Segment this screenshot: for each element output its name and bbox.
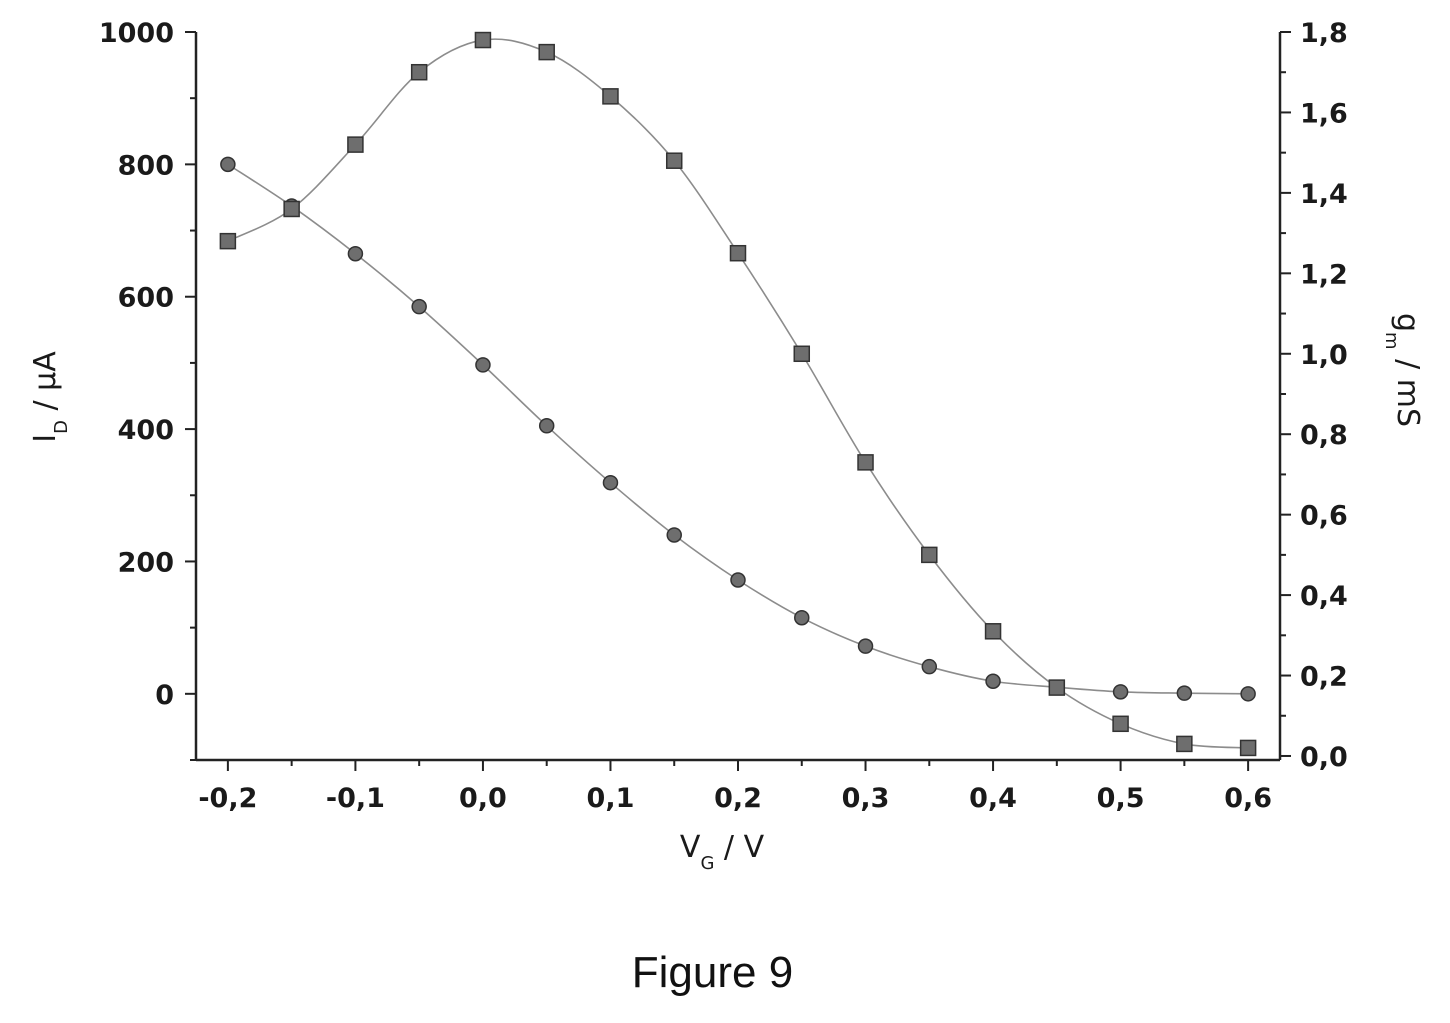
square-data-point [538, 43, 555, 61]
square-data-point [347, 136, 364, 153]
x-axis-label: VG / V [680, 830, 765, 874]
square-data-point [410, 63, 428, 81]
y-right-tick-label: 1,2 [1300, 259, 1348, 290]
circle-data-point [666, 527, 682, 543]
square-data-point [1048, 679, 1066, 696]
circle-data-point [1112, 684, 1129, 700]
circle-data-point [602, 474, 619, 491]
y-axis-right-label-main: g [1390, 313, 1425, 332]
y-right-tick-label: 0,6 [1300, 501, 1348, 532]
y-axis-left-label: ID / μA [28, 351, 72, 443]
y-axis-right-label: gm / mS [1381, 313, 1425, 427]
square-data-point [1112, 715, 1129, 733]
y-left-tick-label: 1000 [99, 18, 174, 49]
y-right-tick-label: 1,8 [1300, 18, 1348, 49]
square-data-point [857, 454, 874, 471]
square-data-point [283, 200, 300, 218]
y-right-tick-label: 0,4 [1300, 581, 1348, 612]
chart: -0,2 -0,1 0,0 0,1 0,2 0,3 0,4 0,5 0,6 0 200 400 600 8… [28, 18, 1425, 874]
square-data-point [1176, 735, 1193, 753]
x-tick-label: 0,0 [459, 783, 507, 814]
y-right-tick-label: 0,2 [1300, 662, 1348, 693]
square-data-point [793, 345, 811, 363]
y-axis-left-label-sub: D [51, 420, 72, 434]
y-right-tick-label: 0,0 [1300, 742, 1348, 773]
y-right-tick-label: 1,4 [1300, 179, 1348, 210]
square-data-point [984, 623, 1002, 640]
circle-data-point [220, 156, 236, 173]
y-left-tick-label: 400 [118, 415, 174, 446]
y-left-tick-label: 200 [118, 547, 174, 578]
square-data-point [729, 244, 747, 262]
circle-data-point [921, 658, 938, 675]
circle-data-point [347, 245, 364, 262]
y-axis-right-label-sub: m [1381, 332, 1402, 350]
circle-series-line [227, 163, 1249, 695]
x-tick-label: 0,5 [1097, 783, 1145, 814]
square-data-point [219, 232, 237, 250]
square-data-point [665, 152, 683, 169]
circle-data-point [857, 638, 874, 654]
circle-data-point [475, 357, 491, 373]
y-axis-left-label-tail: / μA [28, 351, 63, 420]
square-series-line [227, 38, 1249, 749]
square-data-point [921, 546, 938, 564]
figure-caption: Figure 9 [631, 948, 794, 997]
circle-data-point [985, 673, 1001, 689]
x-tick-label: 0,3 [842, 783, 890, 814]
y-right-tick-label: 0,8 [1300, 420, 1348, 451]
x-axis-label-main: V [680, 830, 701, 865]
y-left-tick-label: 0 [155, 680, 174, 711]
circle-data-point [730, 572, 746, 588]
y-left-tick-label: 800 [118, 150, 174, 181]
series-lines [227, 38, 1249, 749]
y-right-tick-label: 1,0 [1300, 340, 1348, 371]
y-axis-right-label-tail: / mS [1390, 350, 1425, 427]
series-markers [219, 31, 1257, 757]
circle-data-point [794, 609, 810, 626]
circle-data-point [538, 418, 555, 434]
x-tick-label: 0,1 [587, 783, 635, 814]
y-axis-left-label-main: I [28, 434, 63, 443]
tick-labels: -0,2 -0,1 0,0 0,1 0,2 0,3 0,4 0,5 0,6 0 200 400 600 8… [99, 18, 1348, 814]
square-data-point [602, 88, 619, 105]
x-tick-label: 0,6 [1224, 783, 1272, 814]
x-tick-label: 0,4 [969, 783, 1017, 814]
y-right-tick-label: 1,6 [1300, 98, 1348, 129]
square-data-point [474, 31, 492, 49]
circle-data-point [411, 298, 427, 315]
circle-data-point [1240, 686, 1256, 702]
x-axis-label-sub: G [700, 853, 714, 874]
y-left-tick-label: 600 [118, 283, 174, 314]
circle-data-point [1176, 685, 1193, 701]
tick-marks [185, 31, 1291, 771]
x-tick-label: -0,2 [198, 783, 257, 814]
square-data-point [1239, 739, 1257, 757]
x-tick-label: -0,1 [326, 783, 385, 814]
x-tick-label: 0,2 [714, 783, 762, 814]
x-axis-label-tail: / V [714, 830, 764, 865]
